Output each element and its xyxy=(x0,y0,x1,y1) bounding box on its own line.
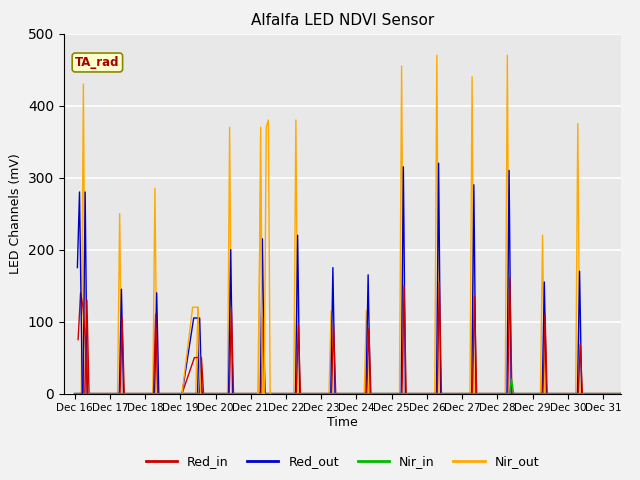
Y-axis label: LED Channels (mV): LED Channels (mV) xyxy=(10,153,22,274)
Legend: Red_in, Red_out, Nir_in, Nir_out: Red_in, Red_out, Nir_in, Nir_out xyxy=(141,450,544,473)
X-axis label: Time: Time xyxy=(327,416,358,429)
Title: Alfalfa LED NDVI Sensor: Alfalfa LED NDVI Sensor xyxy=(251,13,434,28)
Text: TA_rad: TA_rad xyxy=(75,56,120,69)
